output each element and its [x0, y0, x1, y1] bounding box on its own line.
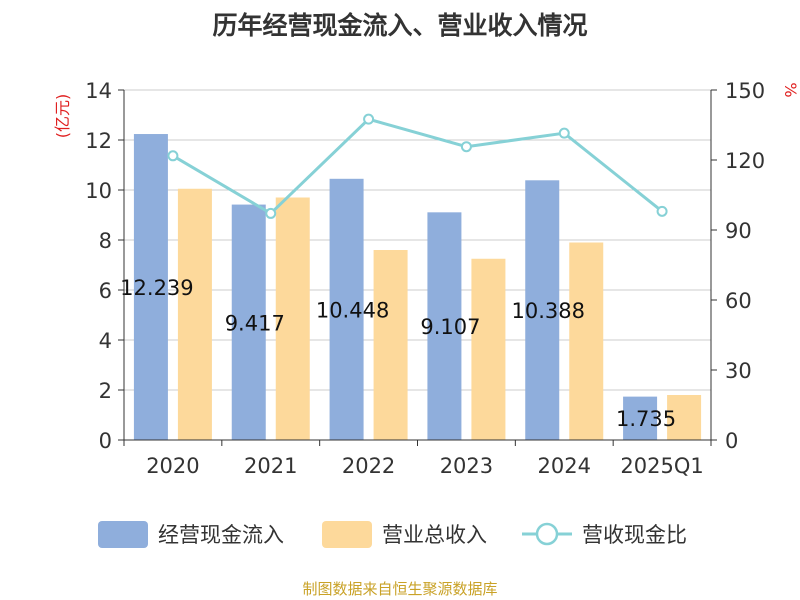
bar-revenue-2023	[471, 258, 506, 440]
ratio-point-2025Q1	[656, 205, 668, 217]
y-right-tick-label: 60	[725, 289, 752, 313]
ratio-point-2020	[167, 150, 179, 162]
y-left-tick-label: 2	[99, 379, 112, 403]
y-left-tick-label: 10	[85, 179, 112, 203]
bar-cash-inflow-2024	[525, 180, 560, 441]
source-note: 制图数据来自恒生聚源数据库	[302, 580, 498, 598]
bar-revenue-2024	[569, 242, 604, 440]
bar-cash-inflow-2023	[427, 212, 462, 440]
y-right-tick-label: 150	[725, 79, 765, 103]
data-label-2021: 9.417	[225, 311, 285, 335]
ratio-line	[167, 113, 668, 219]
ratio-point-2022	[363, 113, 375, 125]
y-right-tick-label: 120	[725, 149, 765, 173]
bar-cash-inflow-2022	[329, 178, 364, 441]
ratio-point-2021	[265, 207, 277, 219]
y-left-tick-label: 6	[99, 279, 112, 303]
x-tick-label: 2023	[440, 454, 493, 478]
data-label-2025Q1: 1.735	[616, 407, 676, 431]
x-tick-label: 2020	[146, 454, 199, 478]
data-label-2023: 9.107	[420, 315, 480, 339]
y-left-tick-label: 14	[85, 79, 112, 103]
x-tick-label: 2024	[538, 454, 591, 478]
data-label-2024: 10.388	[512, 299, 585, 323]
legend-label-cash-inflow: 经营现金流入	[158, 523, 284, 547]
bar-cash-inflow-2025Q1	[623, 396, 658, 440]
bars	[133, 134, 702, 441]
y-left-tick-label: 8	[99, 229, 112, 253]
bar-revenue-2025Q1	[667, 395, 702, 440]
bar-revenue-2021	[275, 197, 310, 440]
legend-swatch-ratio-marker	[535, 522, 559, 546]
legend-swatch-cash-inflow	[98, 521, 148, 548]
bar-revenue-2020	[177, 188, 212, 440]
data-label-2020: 12.239	[120, 276, 193, 300]
y-right-axis-label: %	[781, 82, 800, 97]
data-label-2022: 10.448	[316, 298, 389, 322]
legend: 经营现金流入 营业总收入 营收现金比	[98, 521, 687, 548]
ratio-polyline	[172, 117, 664, 216]
y-left-tick-label: 0	[99, 429, 112, 453]
bar-revenue-2022	[373, 250, 408, 440]
ratio-point-2024	[558, 127, 570, 139]
legend-label-ratio: 营收现金比	[582, 523, 687, 547]
bar-cash-inflow-2020	[133, 134, 168, 440]
y-left-axis-label: (亿元)	[53, 94, 72, 139]
gridlines	[124, 89, 711, 391]
chart-title: 历年经营现金流入、营业收入情况	[212, 11, 588, 40]
bar-cash-inflow-2021	[231, 204, 266, 440]
axes: 0 2 4 6 8 10 12 14 0 30 60 90 120 150 2020 2021 2022 2023…	[53, 79, 800, 478]
ratio-point-2023	[460, 141, 472, 153]
y-left-tick-label: 12	[85, 129, 112, 153]
y-right-tick-label: 0	[725, 429, 738, 453]
y-right-tick-label: 90	[725, 219, 752, 243]
data-labels: 12.239 9.417 10.448 9.107 10.388 1.735	[120, 276, 676, 431]
x-tick-label: 2021	[244, 454, 297, 478]
y-right-tick-label: 30	[725, 359, 752, 383]
legend-swatch-revenue	[322, 521, 372, 548]
x-tick-label: 2025Q1	[620, 454, 703, 478]
x-tick-label: 2022	[342, 454, 395, 478]
legend-label-revenue: 营业总收入	[382, 523, 487, 547]
y-left-tick-label: 4	[99, 329, 112, 353]
